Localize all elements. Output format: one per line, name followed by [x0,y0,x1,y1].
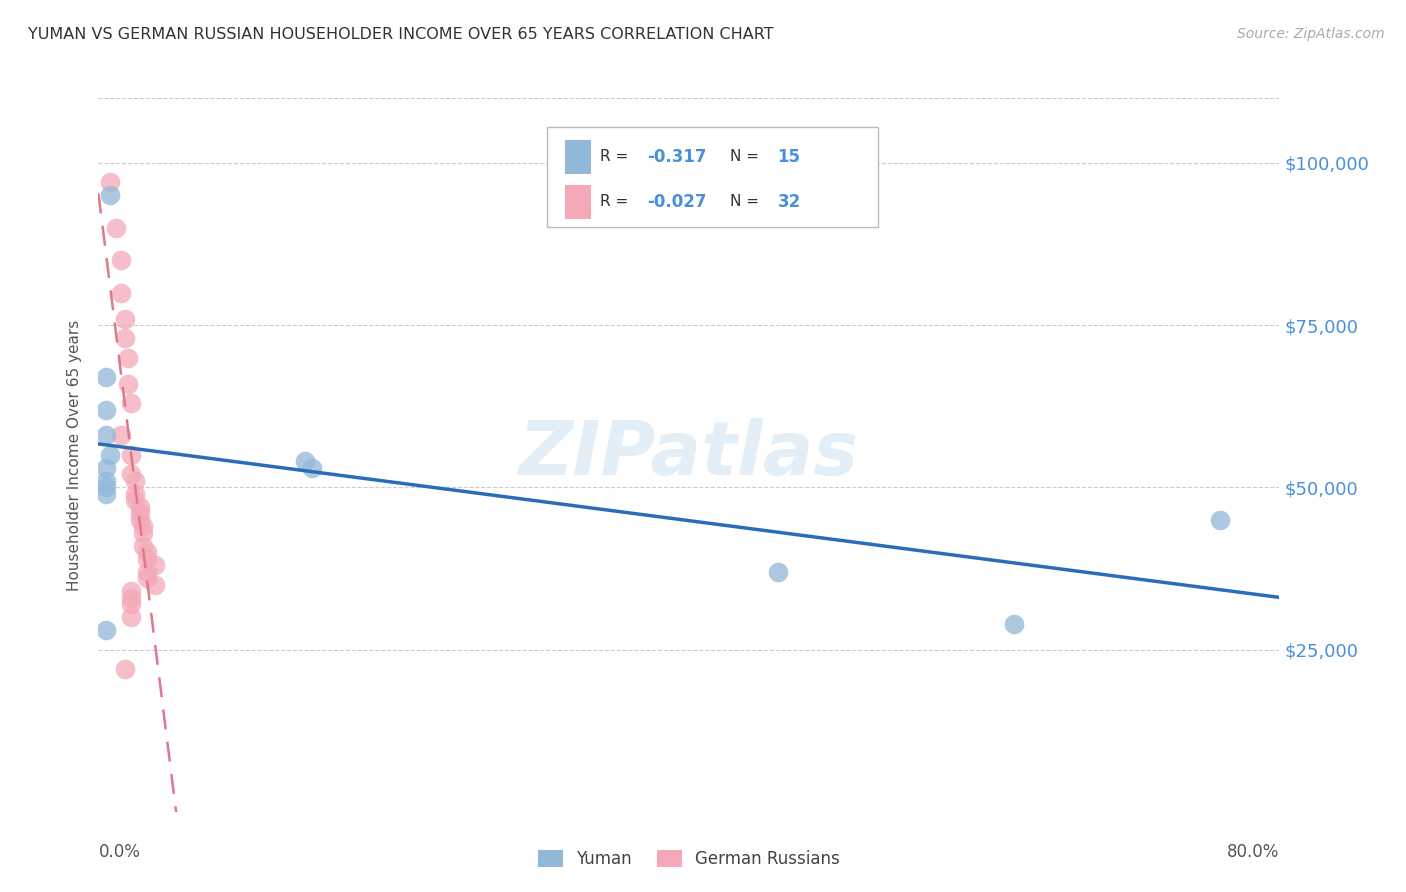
Text: -0.317: -0.317 [648,148,707,166]
Point [110,253,132,268]
Point [124,474,146,488]
Text: 80.0%: 80.0% [1227,843,1279,861]
Point [132,519,155,533]
Point [136,551,159,566]
Point [94,487,117,501]
Point [98,176,121,190]
Bar [565,140,591,175]
Point [94,428,117,442]
Point [132,539,155,553]
Point [94,480,117,494]
Point [94,474,117,488]
Text: R =: R = [600,149,634,164]
Point [114,331,136,345]
Point [136,545,159,559]
Point [110,285,132,300]
Point [117,351,139,365]
Bar [547,127,877,227]
Legend: Yuman, German Russians: Yuman, German Russians [531,843,846,875]
Text: R =: R = [600,194,634,209]
Point [120,597,142,611]
Text: -0.027: -0.027 [648,193,707,211]
Text: Source: ZipAtlas.com: Source: ZipAtlas.com [1237,27,1385,41]
Point [110,428,132,442]
Text: YUMAN VS GERMAN RUSSIAN HOUSEHOLDER INCOME OVER 65 YEARS CORRELATION CHART: YUMAN VS GERMAN RUSSIAN HOUSEHOLDER INCO… [28,27,773,42]
Point [766,565,789,579]
Point [94,461,117,475]
Point [117,376,139,391]
Point [136,565,159,579]
Point [128,506,150,520]
Point [94,370,117,384]
Text: 32: 32 [778,193,801,211]
Point [124,487,146,501]
Text: N =: N = [730,194,763,209]
Point [1002,616,1025,631]
Bar [565,186,591,219]
Point [124,493,146,508]
Point [98,188,121,202]
Point [114,662,136,676]
Text: ZIPatlas: ZIPatlas [519,418,859,491]
Point [98,448,121,462]
Point [94,623,117,637]
Point [120,584,142,599]
Text: 15: 15 [778,148,800,166]
Point [105,220,128,235]
Point [128,513,150,527]
Point [120,610,142,624]
Point [143,558,166,573]
Point [120,448,142,462]
Point [120,467,142,482]
Point [1209,513,1232,527]
Point [120,591,142,605]
Point [114,311,136,326]
Point [143,577,166,591]
Text: N =: N = [730,149,763,164]
Text: 0.0%: 0.0% [98,843,141,861]
Point [136,571,159,585]
Point [294,454,316,468]
Point [94,402,117,417]
Point [301,461,323,475]
Point [128,500,150,514]
Point [132,525,155,540]
Y-axis label: Householder Income Over 65 years: Householder Income Over 65 years [67,319,83,591]
Point [120,396,142,410]
